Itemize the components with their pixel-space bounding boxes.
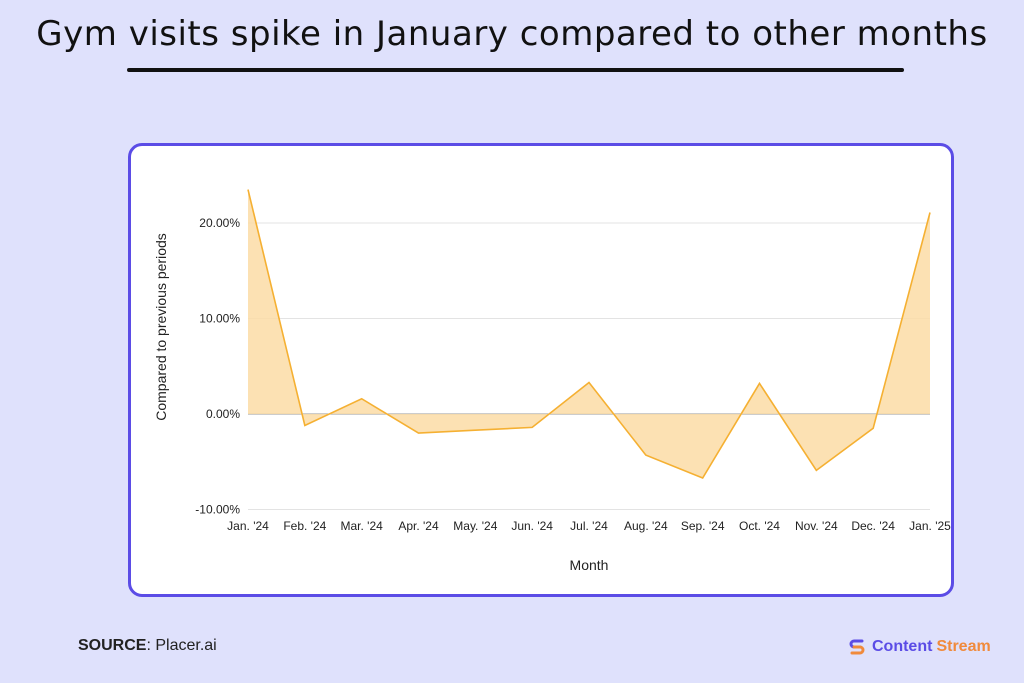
- page-title: Gym visits spike in January compared to …: [36, 14, 988, 54]
- x-tick-label: Feb. '24: [283, 519, 326, 533]
- y-tick-label: 20.00%: [199, 216, 240, 230]
- y-tick-label: 10.00%: [199, 312, 240, 326]
- x-tick-label: Apr. '24: [398, 519, 439, 533]
- x-tick-label: Jan. '24: [227, 519, 269, 533]
- area-fill: [248, 189, 930, 478]
- y-tick-label: 0.00%: [206, 407, 240, 421]
- brand-part2: Stream: [936, 638, 991, 655]
- x-axis-label: Month: [570, 557, 609, 573]
- x-tick-label: Jul. '24: [570, 519, 608, 533]
- x-tick-label: Jan. '25: [909, 519, 951, 533]
- x-tick-label: Sep. '24: [681, 519, 725, 533]
- y-axis-label: Compared to previous periods: [153, 233, 169, 421]
- x-tick-label: Oct. '24: [739, 519, 780, 533]
- brand-logo: Content Stream: [848, 638, 991, 656]
- source-label: SOURCE: [78, 637, 147, 654]
- title-underline: [127, 68, 904, 72]
- x-tick-label: Aug. '24: [624, 519, 668, 533]
- x-tick-label: Nov. '24: [795, 519, 838, 533]
- x-tick-label: Mar. '24: [341, 519, 384, 533]
- source-value: Placer.ai: [155, 637, 217, 654]
- x-tick-label: Dec. '24: [851, 519, 895, 533]
- x-tick-label: May. '24: [453, 519, 497, 533]
- y-tick-label: -10.00%: [195, 503, 240, 517]
- source-note: SOURCE: Placer.ai: [78, 637, 217, 654]
- brand-part1: Content: [872, 638, 933, 655]
- x-tick-label: Jun. '24: [511, 519, 553, 533]
- brand-s-icon: [849, 639, 865, 655]
